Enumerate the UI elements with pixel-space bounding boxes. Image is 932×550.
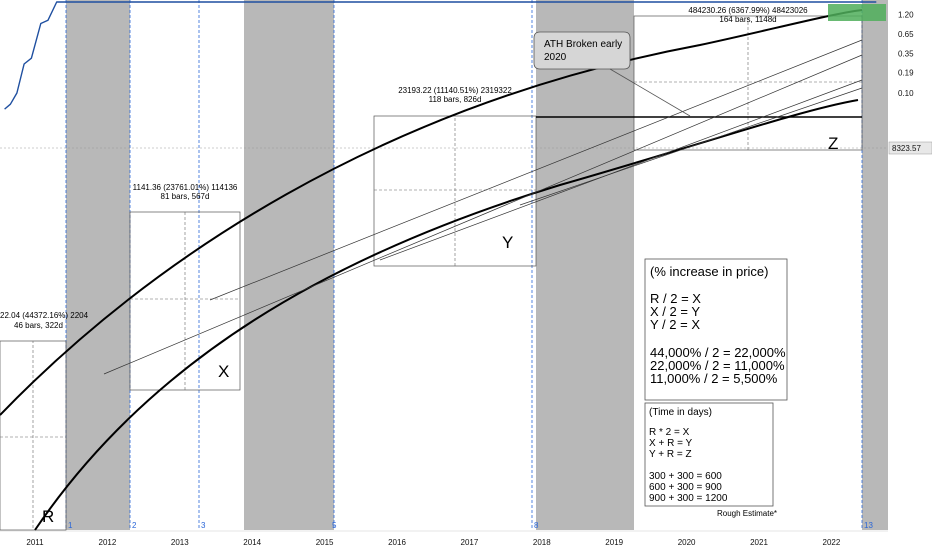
channel-bottom	[379, 79, 863, 261]
percent-line: X / 2 = Y	[650, 304, 700, 319]
measure-sub-y: 118 bars, 826d	[429, 95, 482, 104]
measurement-labels: 22.04 (44372.16%) 2204 46 bars, 322d 114…	[0, 6, 808, 330]
shade-period	[244, 0, 334, 530]
callout-bubble	[533, 31, 631, 70]
time-calc: 600 + 300 = 900	[649, 482, 722, 493]
fib-number: 13	[864, 521, 873, 530]
channel-top	[103, 54, 863, 375]
measure-label-r: 22.04 (44372.16%) 2204	[0, 311, 89, 320]
time-box: (Time in days) R * 2 = X X + R = Y Y + R…	[644, 402, 774, 507]
time-axis: 2011 2012 2013 2014 2015 2016 2017 2018 2019 2020…	[26, 538, 840, 547]
label-y: Y	[502, 233, 513, 252]
callout-pointer	[609, 68, 691, 117]
percent-calc: 22,000% / 2 = 11,000%	[650, 358, 785, 373]
price-tick-label: 1.20	[898, 10, 914, 19]
upper-arc	[0, 9, 863, 416]
price-tick-label: 0.10	[898, 89, 914, 98]
label-x: X	[218, 362, 229, 381]
year-tick-label: 2020	[678, 538, 696, 547]
measure-label-z: 484230.26 (6367.99%) 48423026	[688, 6, 808, 15]
year-tick-label: 2014	[243, 538, 261, 547]
measure-label-x: 1141.36 (23761.01%) 114136	[133, 183, 238, 192]
time-box-frame	[644, 402, 774, 507]
year-tick-label: 2018	[533, 538, 551, 547]
current-price-label: 8323.57	[892, 144, 921, 153]
year-tick-label: 2017	[461, 538, 479, 547]
shade-period	[862, 0, 888, 530]
fib-time-numbers: 1 2 3 5 8 13	[68, 521, 873, 530]
time-line: X + R = Y	[649, 438, 693, 449]
price-tick-label: 0.65	[898, 30, 914, 39]
fib-number: 1	[68, 521, 73, 530]
fib-number: 8	[534, 521, 539, 530]
label-z: Z	[828, 134, 838, 153]
channel-mid	[209, 39, 863, 301]
year-tick-label: 2019	[605, 538, 623, 547]
time-line: Y + R = Z	[649, 449, 692, 460]
time-title: (Time in days)	[649, 407, 712, 418]
fib-number: 3	[201, 521, 206, 530]
target-zone	[828, 4, 886, 21]
price-tick-label: 0.19	[898, 69, 914, 78]
price-tick-label: 0.35	[898, 49, 914, 58]
year-tick-label: 2022	[823, 538, 841, 547]
year-tick-label: 2015	[316, 538, 334, 547]
shade-period	[66, 0, 130, 530]
measure-sub-r: 46 bars, 322d	[14, 321, 63, 330]
measure-sub-z: 164 bars, 1148d	[719, 15, 776, 24]
percent-box: (% increase in price) R / 2 = X X / 2 = …	[644, 258, 788, 401]
trend-lines	[0, 9, 863, 531]
price-line	[4, 1, 877, 110]
callout-line2: 2020	[544, 52, 567, 63]
percent-line: Y / 2 = X	[650, 317, 700, 332]
channel-lower	[519, 87, 863, 206]
percent-calc: 11,000% / 2 = 5,500%	[650, 371, 778, 386]
label-r: R	[42, 507, 54, 526]
fib-number: 2	[132, 521, 137, 530]
year-tick-label: 2016	[388, 538, 406, 547]
percent-title: (% increase in price)	[650, 264, 769, 279]
percent-box-frame	[644, 258, 788, 401]
callout-line1: ATH Broken early	[544, 39, 622, 50]
time-calc: 900 + 300 = 1200	[649, 493, 728, 504]
measure-label-y: 23193.22 (11140.51%) 2319322	[398, 86, 512, 95]
year-tick-label: 2021	[750, 538, 768, 547]
percent-calc: 44,000% / 2 = 22,000%	[650, 345, 786, 360]
year-tick-label: 2011	[26, 538, 44, 547]
lower-arc	[34, 99, 859, 531]
ath-callout: ATH Broken early 2020	[533, 31, 691, 117]
time-calc: 300 + 300 = 600	[649, 471, 722, 482]
measurement-guides	[0, 16, 862, 528]
time-line: R * 2 = X	[649, 427, 690, 438]
shaded-periods	[66, 0, 888, 530]
footnote: Rough Estimate*	[717, 509, 777, 518]
current-price-bg	[888, 141, 932, 155]
current-price-badge: 8323.57	[888, 141, 932, 155]
price-axis: 1.20 0.65 0.35 0.19 0.10	[898, 10, 914, 98]
year-tick-label: 2013	[171, 538, 189, 547]
shade-period	[536, 0, 634, 530]
year-tick-label: 2012	[99, 538, 117, 547]
measure-sub-x: 81 bars, 567d	[161, 192, 210, 201]
percent-line: R / 2 = X	[650, 291, 701, 306]
fib-number: 5	[332, 521, 337, 530]
